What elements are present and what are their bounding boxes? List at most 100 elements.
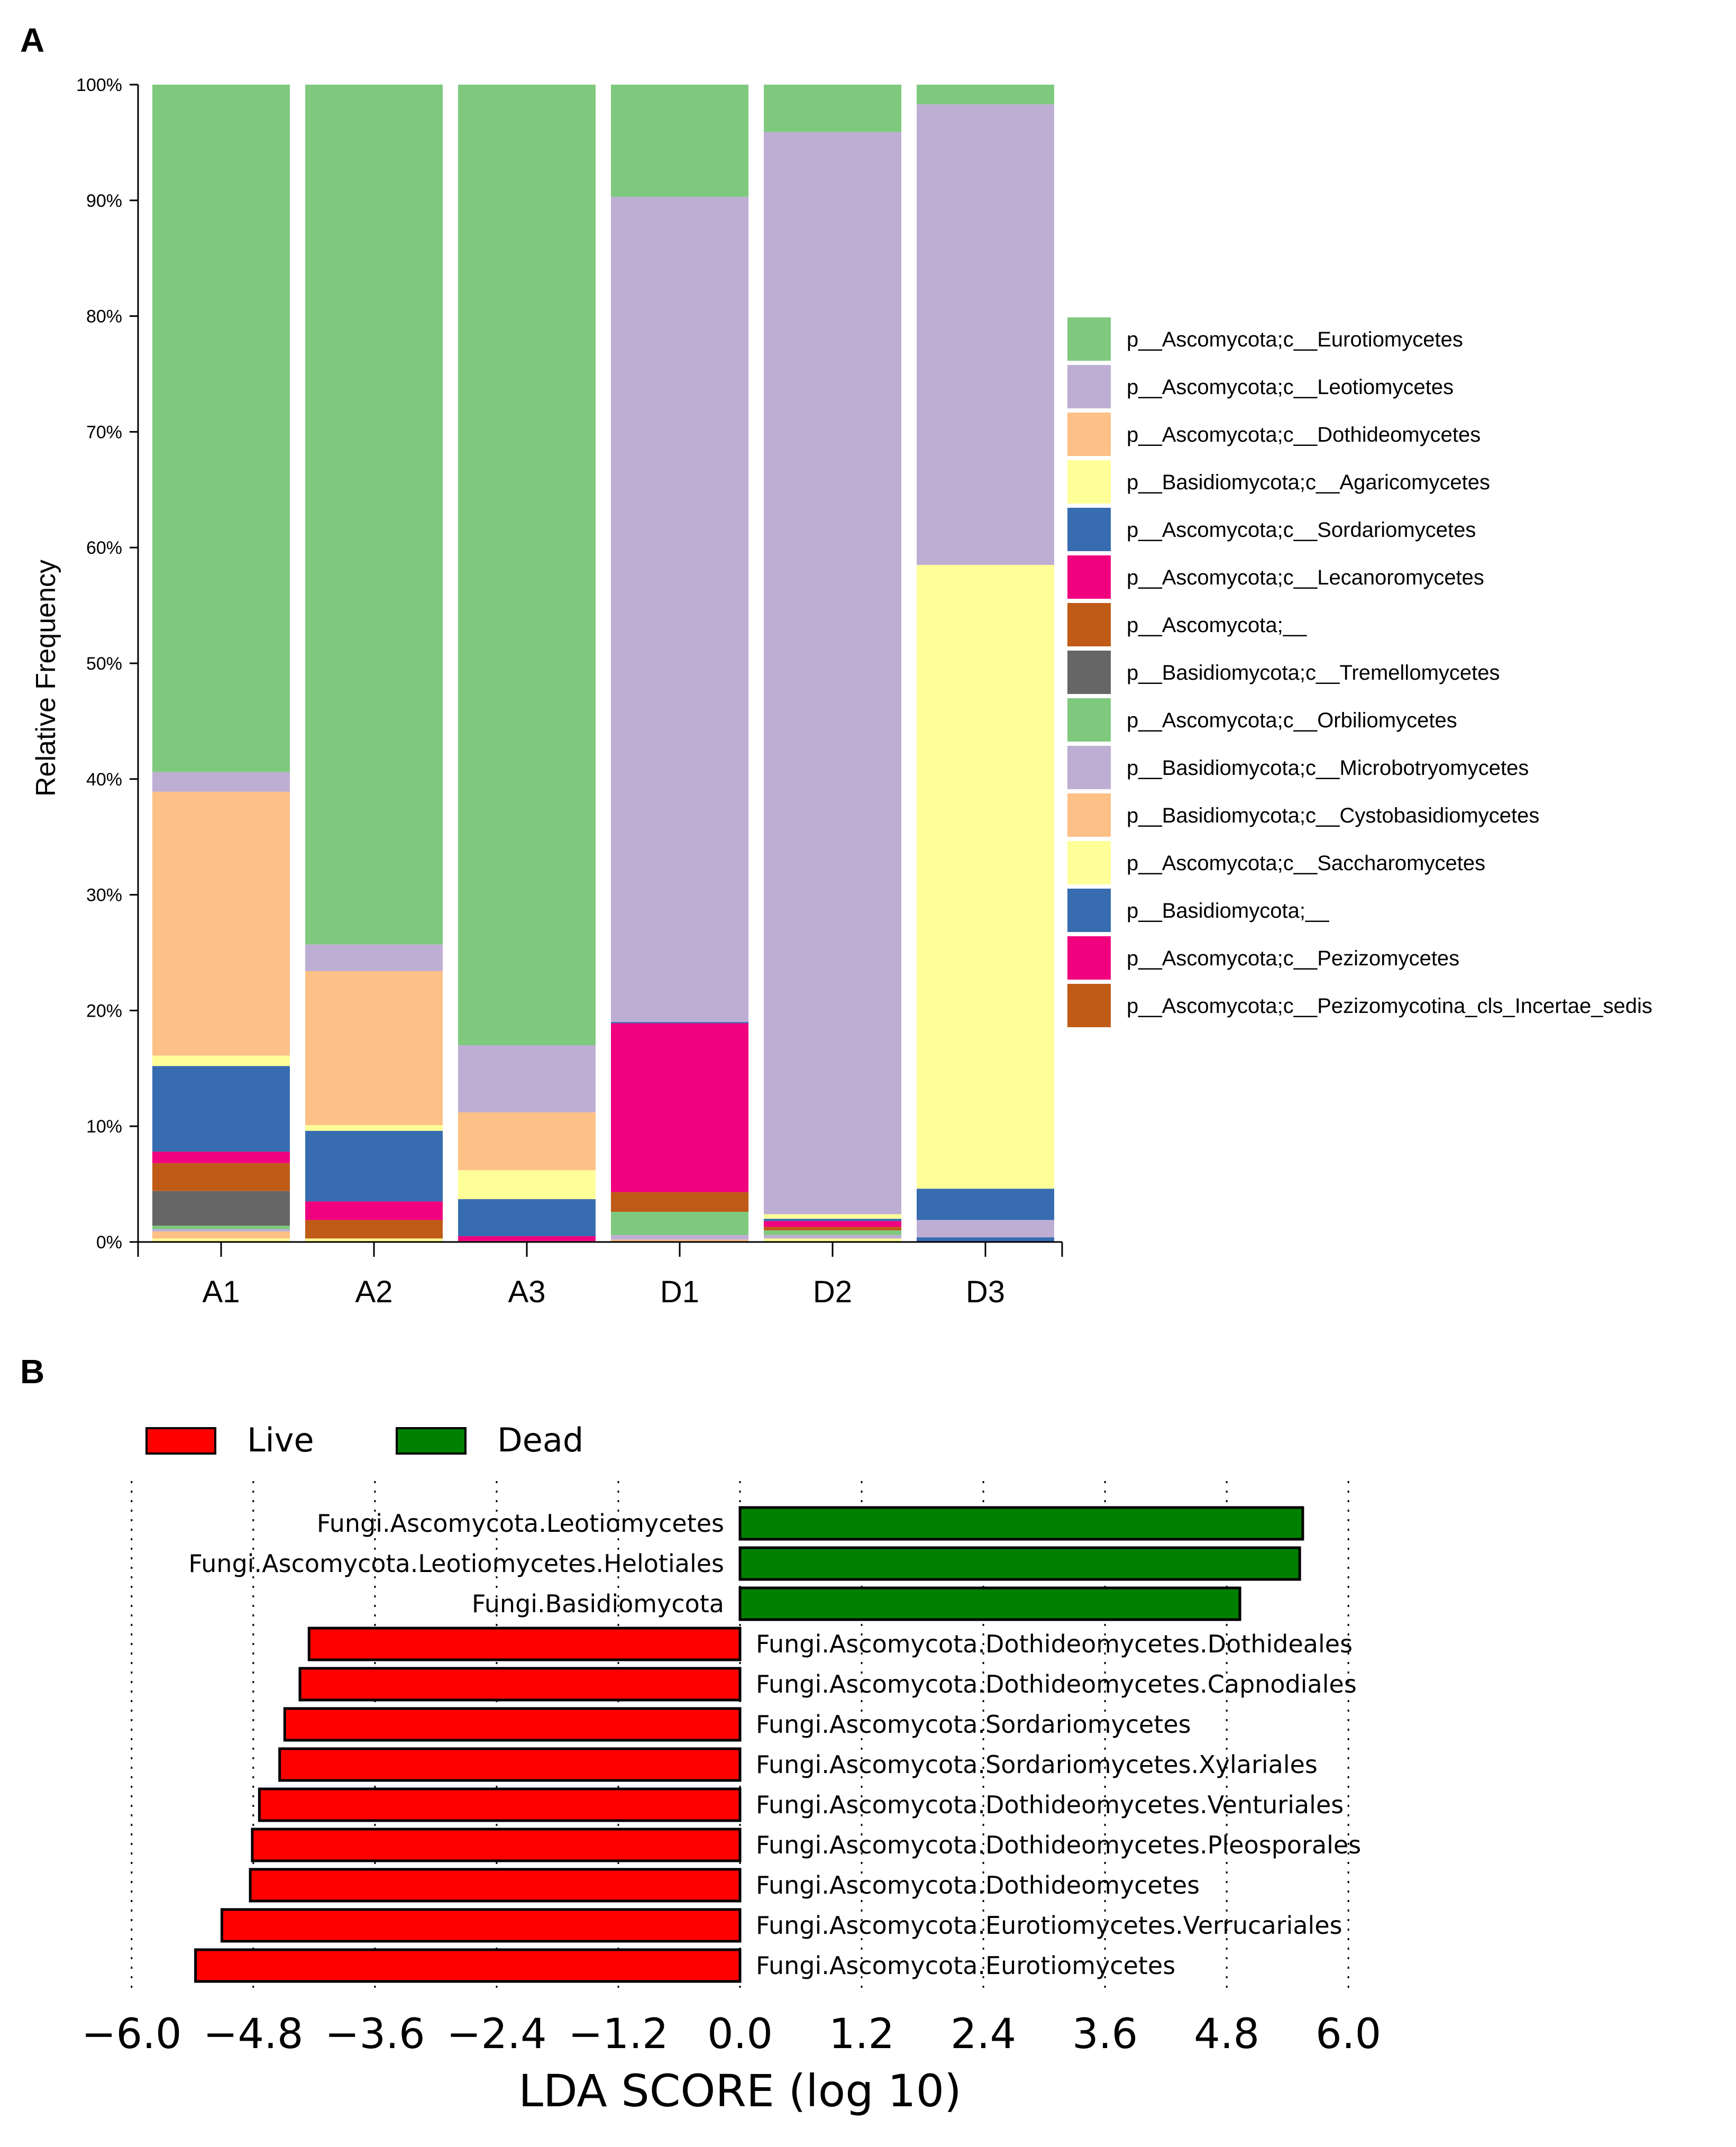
x-tick-label-a2: A2	[355, 1275, 393, 1309]
x-tick-label: −3.6	[325, 2011, 425, 2058]
lda-bar-label: Fungi.Ascomycota.Sordariomycetes.Xylaria…	[756, 1750, 1318, 1779]
x-tick-label-a3: A3	[508, 1275, 546, 1309]
legend-swatch	[1067, 317, 1111, 361]
bar-segment-a2-s2	[305, 971, 443, 1126]
bar-segment-a2-s5	[305, 1201, 443, 1220]
bar-segment-a1-s7	[152, 1191, 290, 1226]
lda-bar-label: Fungi.Ascomycota.Dothideomycetes	[756, 1871, 1200, 1899]
x-tick-label-d2: D2	[813, 1275, 852, 1309]
legend-label: p__Basidiomycota;c__Cystobasidiomycetes	[1127, 804, 1539, 827]
legend-label: p__Basidiomycota;c__Microbotryomycetes	[1127, 756, 1529, 780]
bar-segment-d2-s11	[764, 1238, 901, 1242]
lda-bar-label: Fungi.Ascomycota.Eurotiomycetes	[756, 1951, 1175, 1980]
bar-segment-a1-s1	[152, 772, 290, 792]
bar-segment-a3-s0	[458, 85, 596, 1046]
lda-bar	[283, 1707, 742, 1742]
panel-b-x-axis-title: LDA SCORE (log 10)	[518, 2065, 962, 2117]
x-tick-label: 4.8	[1194, 2011, 1259, 2058]
bar-segment-a1-s0	[152, 85, 290, 772]
lda-bar-label: Fungi.Ascomycota.Dothideomycetes.Pleospo…	[756, 1831, 1361, 1859]
bar-segment-a1-s3	[152, 1055, 290, 1066]
bar-segment-a1-s9	[152, 1229, 290, 1232]
y-tick-label: 0%	[96, 1232, 122, 1253]
legend-label: p__Ascomycota;c__Lecanoromycetes	[1127, 566, 1484, 589]
bar-segment-d2-s6	[764, 1227, 901, 1231]
lda-bar	[194, 1948, 742, 1983]
legend-swatch	[1067, 365, 1111, 408]
bar-segment-a3-s5	[458, 1236, 596, 1241]
bar-segment-d2-s4	[764, 1219, 901, 1221]
bar-segment-d2-s3	[764, 1214, 901, 1219]
lda-bar-label: Fungi.Ascomycota.Sordariomycetes	[756, 1710, 1191, 1739]
legend-label: p__Basidiomycota;__	[1127, 899, 1329, 922]
panel-b-bars: Fungi.Ascomycota.Leotiomycetes Fungi.Asco…	[188, 1506, 1361, 1983]
lda-bar	[307, 1627, 742, 1661]
y-tick-label: 90%	[86, 191, 122, 211]
bar-segment-a3-s2	[458, 1112, 596, 1171]
legend-label-live: Live	[247, 1421, 314, 1459]
legend-label: p__Ascomycota;c__Dothideomycetes	[1127, 423, 1481, 446]
lda-bar-label: Fungi.Ascomycota.Dothideomycetes.Capnodi…	[756, 1670, 1357, 1698]
legend-label: p__Ascomycota;c__Pezizomycotina_cls_Ince…	[1127, 994, 1652, 1018]
bar-segment-a3-s4	[458, 1199, 596, 1237]
x-tick-label-a1: A1	[203, 1275, 240, 1309]
panel-a-label: A	[20, 21, 44, 59]
panel-a-y-axis-title: Relative Frequency	[31, 560, 61, 797]
y-tick-label: 20%	[86, 1001, 122, 1021]
legend-swatch	[1067, 555, 1111, 599]
y-tick-label: 50%	[86, 654, 122, 674]
panel-a-legend: p__Ascomycota;c__Eurotiomycetes p__Ascomy…	[1067, 317, 1652, 1027]
bar-segment-a2-s1	[305, 944, 443, 972]
y-tick-label: 10%	[86, 1117, 122, 1137]
bar-segment-d3-s9	[917, 1220, 1054, 1238]
x-tick-label: 0.0	[707, 2011, 773, 2058]
legend-label: p__Basidiomycota;c__Agaricomycetes	[1127, 471, 1490, 494]
panel-a-axes: 0% 10% 20% 30% 40% 50% 60% 70% 80% 90% 100% A1 A2 A3 D…	[76, 75, 1063, 1309]
legend-swatch	[1067, 793, 1111, 837]
bar-segment-d1-s5	[611, 1023, 748, 1192]
legend-swatch	[1067, 413, 1111, 456]
lda-bar-label: Fungi.Ascomycota.Dothideomycetes.Dothide…	[756, 1630, 1353, 1658]
bar-segment-a3-s1	[458, 1045, 596, 1112]
legend-swatch	[1067, 651, 1111, 694]
bar-segment-d2-s9	[764, 1235, 901, 1239]
bar-segment-a1-s10	[152, 1231, 290, 1239]
legend-swatch-dead	[396, 1427, 467, 1455]
bar-segment-d1-s1	[611, 197, 748, 1022]
bar-segment-d1-s6	[611, 1192, 748, 1212]
lda-bar	[251, 1828, 742, 1862]
bar-segment-d3-s1	[917, 104, 1054, 565]
panel-a: A Relative Frequency 0% 10% 20% 30% 40% 50% 60…	[20, 21, 1652, 1309]
bar-segment-d1-s4	[611, 1022, 748, 1024]
bar-segment-d1-s8	[611, 1212, 748, 1235]
y-tick-label: 70%	[86, 422, 122, 442]
x-tick-label: −4.8	[203, 2011, 303, 2058]
legend-label: p__Ascomycota;c__Leotiomycetes	[1127, 376, 1454, 399]
lda-bar	[258, 1787, 742, 1822]
x-tick-label: 3.6	[1072, 2011, 1138, 2058]
bar-segment-a2-s0	[305, 85, 443, 945]
lda-bar	[298, 1667, 742, 1702]
bar-segment-d3-s4	[917, 1189, 1054, 1220]
legend-swatch	[1067, 984, 1111, 1027]
lda-bar	[738, 1506, 1304, 1541]
bar-segment-d2-s8	[764, 1230, 901, 1235]
y-tick-label: 40%	[86, 770, 122, 790]
legend-label: p__Ascomycota;c__Sordariomycetes	[1127, 518, 1476, 542]
bar-segment-a2-s3	[305, 1125, 443, 1131]
lda-bar-label: Fungi.Ascomycota.Eurotiomycetes.Verrucar…	[756, 1911, 1342, 1940]
bar-segment-d2-s1	[764, 132, 901, 1214]
lda-bar-label: Fungi.Ascomycota.Leotiomycetes	[317, 1509, 724, 1538]
legend-label: p__Ascomycota;c__Saccharomycetes	[1127, 852, 1485, 875]
legend-swatch	[1067, 460, 1111, 504]
legend-swatch	[1067, 698, 1111, 742]
bar-segment-d3-s0	[917, 85, 1054, 105]
legend-label: p__Ascomycota;c__Orbiliomycetes	[1127, 709, 1457, 732]
panel-b-label: B	[20, 1353, 44, 1391]
y-tick-label: 30%	[86, 885, 122, 906]
bar-segment-d3-s12	[917, 1237, 1054, 1242]
legend-label: p__Basidiomycota;c__Tremellomycetes	[1127, 661, 1500, 684]
lda-bar	[278, 1747, 742, 1782]
bar-segment-d3-s3	[917, 565, 1054, 1189]
legend-label: p__Ascomycota;c__Eurotiomycetes	[1127, 328, 1463, 351]
